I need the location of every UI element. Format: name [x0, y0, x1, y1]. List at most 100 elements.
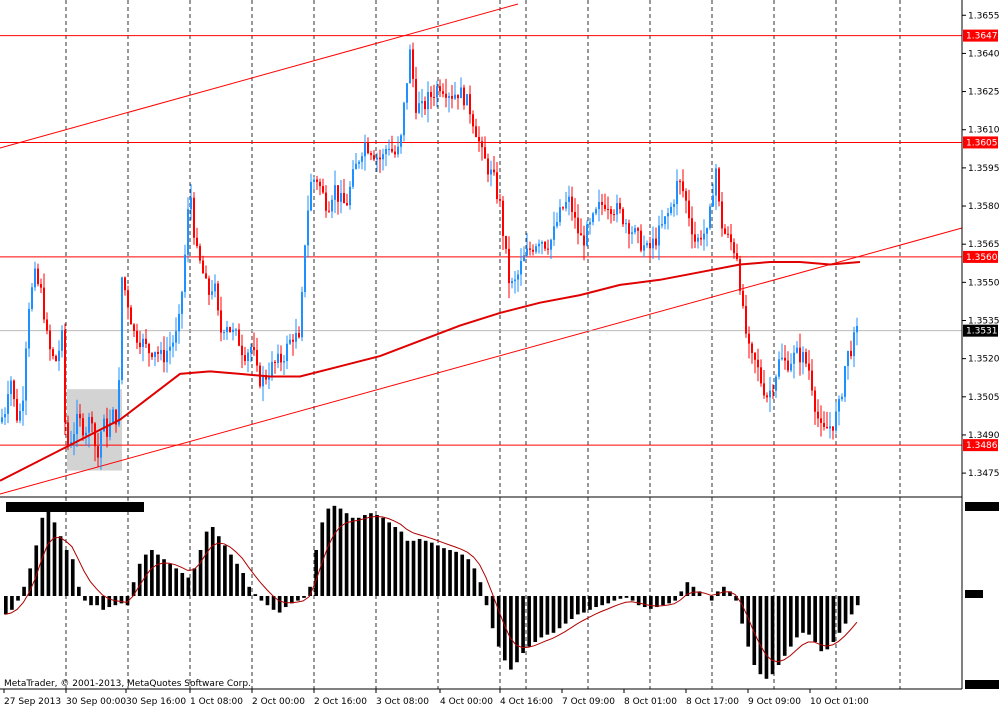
candle-body	[769, 390, 771, 398]
histogram-bar	[734, 596, 738, 601]
candle-body	[25, 348, 27, 401]
histogram-bar	[119, 596, 124, 604]
histogram-bar	[655, 596, 659, 608]
candle-body	[526, 248, 528, 256]
candle-body	[37, 268, 39, 285]
candle-body	[13, 380, 15, 400]
candle-body	[406, 83, 408, 103]
candle-body	[631, 232, 633, 234]
candle-body	[193, 197, 195, 238]
histogram-bar	[344, 513, 349, 596]
candle-body	[409, 49, 411, 84]
histogram-bar	[569, 596, 574, 619]
candle-body	[796, 347, 798, 353]
candle-body	[697, 237, 699, 242]
trend-lines	[0, 3, 963, 495]
candle-body	[7, 394, 9, 415]
current-price-label: 1.3531	[966, 327, 998, 337]
candle-body	[244, 355, 246, 361]
candle-body	[61, 330, 63, 351]
candle-body	[391, 148, 393, 152]
histogram-bar	[77, 586, 81, 596]
candle-body	[670, 206, 672, 214]
price-tick-label: 1.3490	[968, 431, 1000, 441]
candle-body	[856, 325, 858, 333]
candle-body	[163, 349, 165, 363]
candle-body	[826, 426, 828, 429]
candle-body	[385, 149, 387, 155]
candle-body	[76, 413, 78, 434]
candle-body	[742, 290, 744, 306]
candle-body	[67, 422, 69, 447]
candle-body	[718, 168, 720, 202]
candle-body	[424, 101, 426, 110]
histogram-bar	[740, 596, 744, 624]
price-candles	[1, 42, 858, 470]
candle-body	[442, 91, 444, 94]
candle-body	[295, 332, 297, 342]
candle-body	[184, 254, 186, 292]
level-badge	[963, 29, 998, 42]
candle-body	[598, 202, 600, 210]
candle-body	[271, 361, 273, 377]
price-tick-label: 1.3625	[968, 88, 1000, 98]
candle-body	[493, 169, 495, 173]
candle-body	[784, 357, 786, 361]
candle-body	[661, 224, 663, 226]
histogram-bar	[265, 596, 270, 606]
histogram-bar	[436, 545, 440, 596]
candle-body	[148, 343, 150, 354]
histogram-bar	[448, 550, 452, 596]
candle-body	[727, 233, 729, 235]
histogram-bar	[472, 568, 477, 596]
histogram-bar	[34, 545, 39, 596]
candle-body	[121, 277, 123, 381]
candle-body	[373, 155, 375, 160]
candle-body	[187, 209, 189, 255]
histogram-bar	[576, 596, 580, 615]
candle-body	[844, 366, 846, 397]
candle-body	[475, 126, 477, 137]
candle-body	[358, 161, 360, 164]
candle-body	[211, 291, 213, 295]
candle-body	[481, 141, 483, 148]
candle-body	[793, 352, 795, 364]
candle-body	[199, 246, 201, 261]
candle-body	[55, 355, 57, 361]
candle-body	[835, 411, 837, 431]
candle-body	[634, 228, 636, 233]
candle-body	[427, 91, 429, 110]
candle-body	[436, 86, 438, 98]
histogram-bar	[490, 596, 495, 629]
histogram-bar	[350, 517, 355, 596]
histogram-bar	[229, 554, 233, 596]
candle-body	[688, 200, 690, 219]
histogram-bar	[582, 596, 586, 613]
price-tick-label: 1.3640	[968, 49, 1000, 59]
candle-body	[853, 332, 855, 357]
time-tick-label: 2 Oct 00:00	[252, 697, 305, 707]
candle-body	[127, 290, 129, 308]
candle-body	[349, 186, 351, 206]
ma-path	[0, 261, 861, 482]
candle-body	[430, 91, 432, 97]
candle-body	[100, 431, 102, 458]
candle-body	[694, 234, 696, 242]
candle-body	[490, 169, 492, 175]
histogram-bar	[405, 540, 410, 596]
candle-body	[583, 235, 585, 246]
candle-body	[73, 433, 75, 443]
candle-body	[817, 411, 819, 419]
price-badges: 1.3647 1.3605 1.3560 1.3486 1.3531	[963, 29, 998, 452]
level-badge-label: 1.3647	[966, 32, 998, 42]
candle-body	[79, 413, 81, 419]
candle-body	[286, 343, 288, 362]
candle-body	[382, 154, 384, 160]
candle-body	[610, 209, 612, 215]
candle-body	[820, 418, 822, 423]
candle-body	[637, 228, 639, 231]
candle-body	[691, 218, 693, 235]
time-tick-label: 4 Oct 00:00	[440, 697, 493, 707]
moving-average-line	[0, 261, 861, 482]
candle-body	[664, 216, 666, 225]
